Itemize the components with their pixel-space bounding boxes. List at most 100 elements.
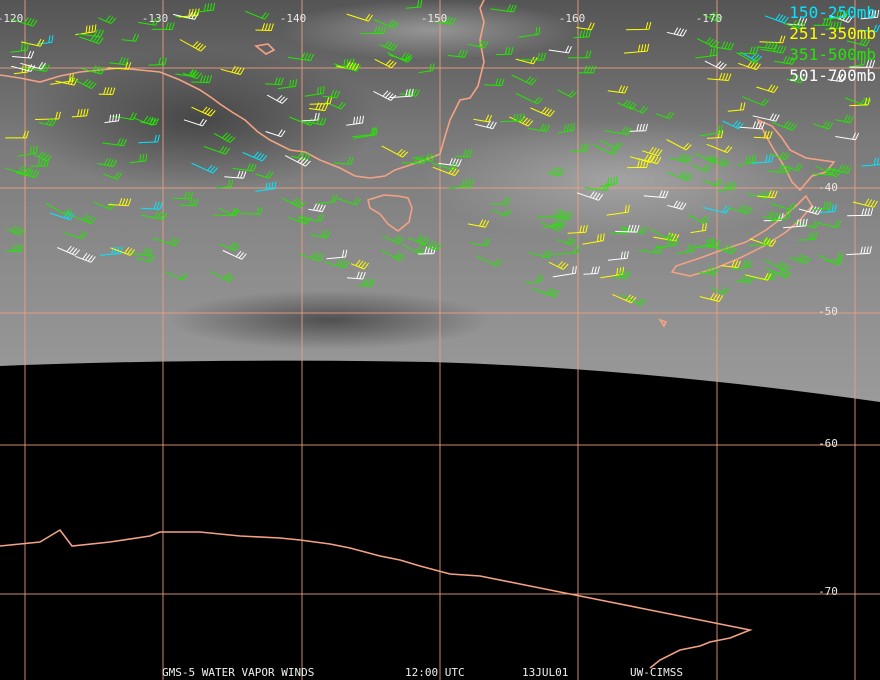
- wind-barb: [304, 117, 327, 126]
- wind-barb: [606, 204, 630, 216]
- wind-barb: [520, 52, 547, 61]
- wind-barb: [849, 60, 876, 68]
- wind-barb: [475, 120, 497, 130]
- wind-barb: [525, 274, 543, 283]
- wind-barb: [175, 69, 197, 77]
- wind-barb: [36, 35, 54, 45]
- wind-barb: [835, 114, 854, 124]
- wind-barb: [638, 245, 664, 254]
- wind-barb: [255, 181, 277, 192]
- wind-barb: [698, 266, 719, 276]
- wind-barb: [798, 205, 823, 215]
- wind-barb: [172, 191, 194, 200]
- wind-barb: [438, 158, 462, 167]
- wind-barb: [213, 132, 236, 143]
- wind-barb: [309, 96, 333, 105]
- wind-barb: [10, 42, 29, 53]
- wind-barb: [191, 162, 218, 174]
- wind-barb: [532, 287, 560, 298]
- wind-barb: [4, 244, 24, 253]
- wind-barb: [666, 27, 687, 37]
- wind-barb: [704, 60, 727, 70]
- wind-barb: [337, 197, 362, 206]
- wind-barb: [99, 246, 123, 256]
- legend-entry: 251-350mb: [789, 24, 876, 43]
- wind-barb: [402, 244, 427, 255]
- wind-barb: [690, 223, 707, 234]
- wind-barb: [326, 249, 348, 260]
- wind-barb: [769, 151, 790, 161]
- wind-barb: [786, 74, 805, 84]
- wind-barb: [49, 211, 75, 221]
- wind-barb: [655, 237, 678, 249]
- wind-barb: [536, 209, 562, 219]
- wind-barb: [629, 154, 655, 163]
- wind-barb: [98, 87, 116, 95]
- wind-barb: [752, 113, 780, 122]
- wind-barb: [567, 224, 588, 234]
- wind-barb: [401, 155, 427, 164]
- wind-barb: [63, 231, 88, 239]
- wind-barb: [706, 130, 724, 139]
- wind-barb: [774, 55, 796, 65]
- wind-barb: [17, 145, 38, 157]
- wind-barb: [496, 46, 514, 56]
- wind-barb: [77, 29, 104, 38]
- wind-barb: [702, 11, 723, 23]
- wind-barb: [753, 130, 773, 139]
- wind-barb: [195, 2, 215, 13]
- wind-barb: [360, 26, 387, 35]
- wind-barb: [735, 274, 754, 283]
- wind-barb: [103, 171, 123, 180]
- wind-barb: [835, 132, 860, 141]
- wind-barb: [548, 260, 569, 270]
- wind-barb: [129, 153, 148, 164]
- wind-barb: [153, 237, 180, 246]
- wind-barb: [732, 259, 752, 270]
- product-name: GMS-5 WATER VAPOR WINDS: [162, 666, 314, 679]
- wind-barb: [45, 202, 73, 216]
- wind-barb: [757, 190, 778, 199]
- wind-barb: [381, 145, 409, 158]
- wind-barb: [5, 165, 32, 176]
- wind-barb: [357, 278, 375, 287]
- wind-barb: [255, 23, 274, 31]
- wind-barb: [829, 13, 854, 23]
- wind-barb: [573, 29, 592, 39]
- wind-barb: [627, 160, 649, 169]
- wind-barb: [277, 79, 298, 90]
- wind-barb: [387, 52, 413, 63]
- wind-barb: [179, 39, 207, 52]
- wind-barb: [753, 271, 777, 280]
- wind-barb: [779, 163, 803, 172]
- wind-barb: [691, 164, 711, 173]
- wind-barb: [374, 58, 397, 69]
- legend-entry: 150-250mb: [789, 3, 876, 22]
- wind-barb: [745, 272, 772, 281]
- latitude-labels: -40 -50 -60 -70: [818, 181, 838, 598]
- wind-barb: [432, 166, 460, 177]
- latitude-label: -70: [818, 585, 838, 598]
- wind-barb: [324, 258, 350, 269]
- wind-barb: [642, 146, 663, 157]
- wind-barb: [742, 96, 769, 107]
- wind-barb: [568, 50, 592, 59]
- wind-barb: [852, 198, 878, 208]
- wind-barb: [38, 117, 57, 127]
- wind-barb: [542, 217, 566, 229]
- wind-barb: [847, 208, 874, 217]
- wind-barb: [599, 139, 623, 150]
- wind-barb: [97, 158, 117, 167]
- wind-barb: [576, 191, 604, 201]
- wind-barb: [738, 60, 761, 71]
- wind-barb: [643, 190, 669, 199]
- wind-barb: [783, 19, 806, 30]
- wind-barb: [710, 41, 735, 51]
- wind-barb: [861, 157, 880, 167]
- wind-barb: [308, 203, 326, 213]
- wind-barb: [700, 239, 721, 248]
- wind-barb: [405, 0, 423, 9]
- wind-barb: [333, 156, 354, 165]
- wind-barb: [609, 226, 630, 235]
- wind-barb: [721, 259, 742, 269]
